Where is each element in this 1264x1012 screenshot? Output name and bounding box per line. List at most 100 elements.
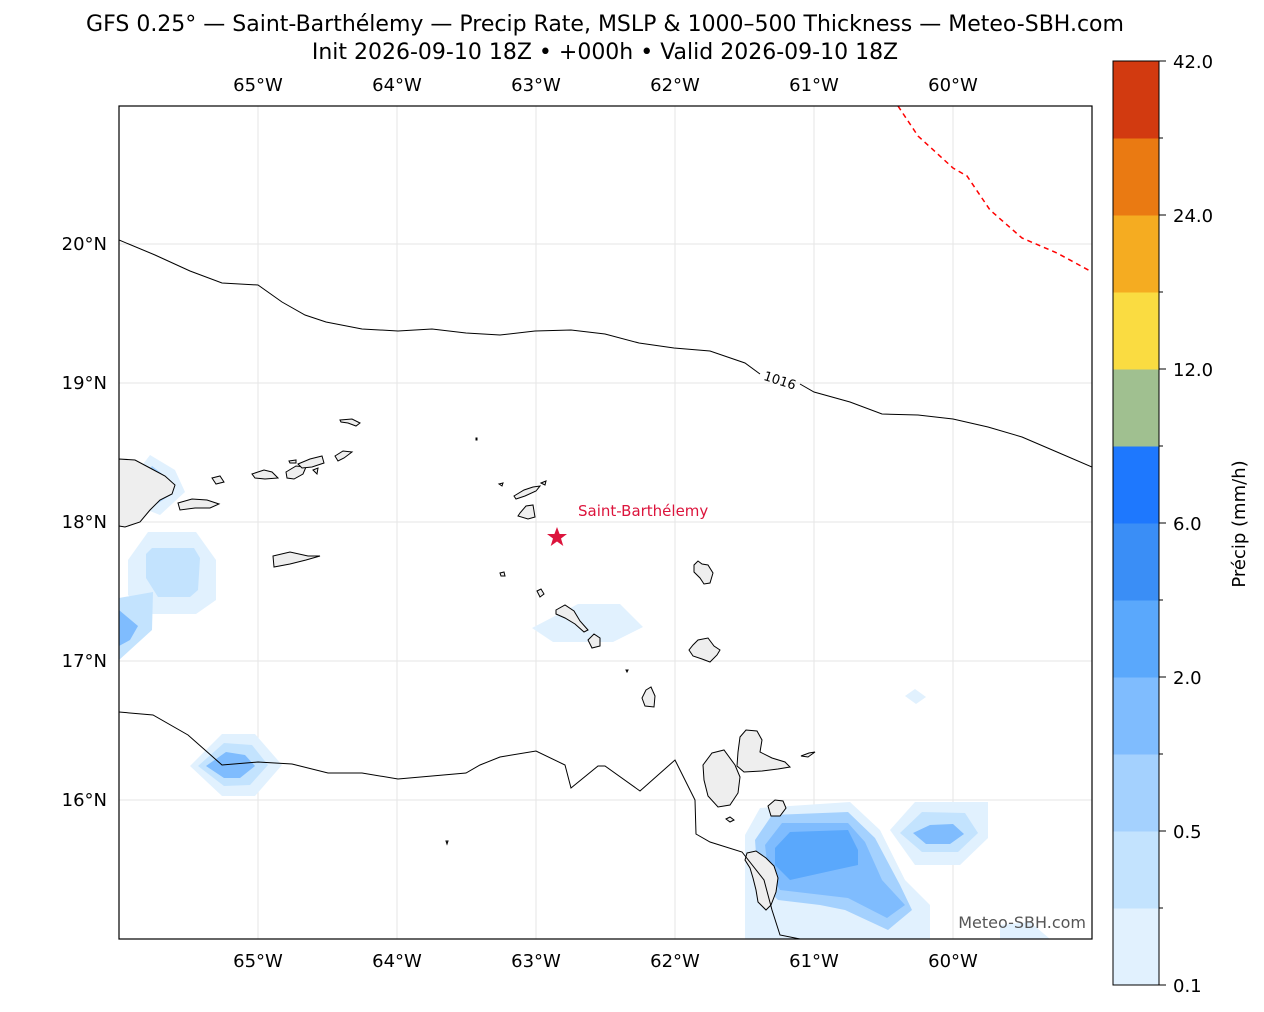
land-st-eustatius — [536, 588, 545, 598]
land-les-saintes — [725, 816, 735, 823]
right-edge-labels: 2 1 1 1 1 — [1101, 234, 1112, 811]
colorbar-band — [1113, 677, 1159, 755]
land-nevis — [587, 633, 601, 649]
land-grande-terre — [736, 729, 792, 773]
land-anguilla-islet — [497, 482, 504, 487]
right-edge-label: 2 — [1101, 234, 1112, 255]
colorbar-tick-label: 2.0 — [1173, 668, 1202, 689]
lon-label: 65°W — [233, 951, 283, 972]
colorbar-band — [1113, 369, 1159, 447]
colorbar-tick-label: 0.5 — [1173, 822, 1202, 843]
colorbar-tick-labels: 42.0 24.0 12.0 6.0 2.0 0.5 0.1 — [1173, 52, 1213, 997]
title-line-2: Init 2026-09-10 18Z • +000h • Valid 2026… — [311, 40, 899, 65]
thickness-line — [897, 106, 1092, 273]
coastlines — [119, 418, 816, 911]
lon-labels-top: 65°W 64°W 63°W 62°W 61°W 60°W — [233, 75, 978, 96]
lon-label: 62°W — [650, 75, 700, 96]
colorbar-band — [1113, 446, 1159, 524]
land-st-kitts — [555, 604, 589, 633]
location-star-icon — [547, 527, 567, 546]
colorbar-band — [1113, 215, 1159, 293]
colorbar-tick-label: 12.0 — [1173, 360, 1213, 381]
land-marie-galante — [767, 799, 787, 817]
colorbar-band — [1113, 292, 1159, 370]
lon-label: 61°W — [789, 951, 839, 972]
lon-label: 61°W — [789, 75, 839, 96]
colorbar-band — [1113, 831, 1159, 909]
lon-label: 62°W — [650, 951, 700, 972]
colorbar — [1113, 61, 1159, 986]
land-redonda — [625, 669, 629, 674]
land-st-thomas — [251, 469, 280, 480]
land-anegada — [339, 418, 361, 427]
land-basse-terre — [702, 749, 741, 808]
land-barbuda — [693, 560, 714, 585]
lon-label: 64°W — [372, 75, 422, 96]
colorbar-band — [1113, 600, 1159, 678]
land-culebra — [211, 475, 225, 485]
colorbar-tick-label: 0.1 — [1173, 976, 1202, 997]
precip-cell — [532, 604, 643, 642]
colorbar-tick-label: 24.0 — [1173, 206, 1213, 227]
land-anguilla — [513, 485, 542, 500]
location-label: Saint-Barthélemy — [578, 502, 708, 520]
isobar-1016 — [119, 239, 761, 375]
lat-labels: 20°N 19°N 18°N 17°N 16°N — [62, 234, 107, 811]
right-edge-label: 1 — [1101, 512, 1112, 533]
colorbar-band — [1113, 908, 1159, 986]
precip-cell — [206, 752, 255, 778]
land-puerto-rico — [119, 458, 176, 528]
isobars — [119, 239, 1092, 939]
colorbar-label: Précip (mm/h) — [1229, 460, 1250, 587]
land-sombrero — [475, 437, 478, 441]
precip-cell — [119, 610, 138, 646]
isobar-south — [119, 711, 801, 939]
land-scrub-island — [539, 480, 547, 486]
map-frame — [118, 105, 1093, 940]
colorbar-band — [1113, 523, 1159, 601]
land-saba — [499, 571, 506, 577]
graticule — [119, 106, 1092, 939]
land-st-john — [285, 465, 307, 480]
lat-label: 20°N — [62, 234, 107, 255]
lon-label: 64°W — [372, 951, 422, 972]
land-montserrat — [641, 686, 656, 708]
lat-label: 17°N — [62, 651, 107, 672]
colorbar-tick-label: 42.0 — [1173, 52, 1213, 73]
colorbar-ticks — [1159, 60, 1166, 986]
lon-label: 63°W — [511, 951, 561, 972]
colorbar-band — [1113, 754, 1159, 832]
lon-label: 60°W — [928, 951, 978, 972]
title-line-1: GFS 0.25° — Saint-Barthélemy — Precip Ra… — [86, 12, 1124, 37]
precip-cell — [1000, 922, 1050, 939]
precip-cell — [905, 689, 926, 704]
isobar-1016 — [799, 383, 1092, 468]
land-la-desirade — [800, 751, 816, 758]
land-st-croix — [272, 551, 321, 568]
land-vieques — [177, 498, 221, 511]
precip-cell — [775, 830, 858, 880]
lon-label: 65°W — [233, 75, 283, 96]
precip-cell — [913, 824, 964, 844]
right-edge-label: 1 — [1101, 651, 1112, 672]
right-edge-label: 1 — [1101, 790, 1112, 811]
land-tortola — [297, 455, 325, 469]
lon-label: 63°W — [511, 75, 561, 96]
lon-label: 60°W — [928, 75, 978, 96]
watermark: Meteo-SBH.com — [958, 913, 1086, 932]
land-islet — [312, 467, 319, 476]
land-st-martin — [517, 504, 536, 520]
colorbar-band — [1113, 61, 1159, 139]
colorbar-tick-label: 6.0 — [1173, 514, 1202, 535]
land-islet — [288, 459, 297, 464]
lat-label: 16°N — [62, 790, 107, 811]
land-virgin-gorda — [334, 450, 354, 462]
land-aves — [445, 840, 449, 846]
right-edge-label: 1 — [1101, 373, 1112, 394]
lon-labels-bottom: 65°W 64°W 63°W 62°W 61°W 60°W — [233, 951, 978, 972]
precip-cell — [146, 548, 200, 597]
land-antigua — [688, 637, 721, 663]
lat-label: 19°N — [62, 373, 107, 394]
colorbar-band — [1113, 138, 1159, 216]
